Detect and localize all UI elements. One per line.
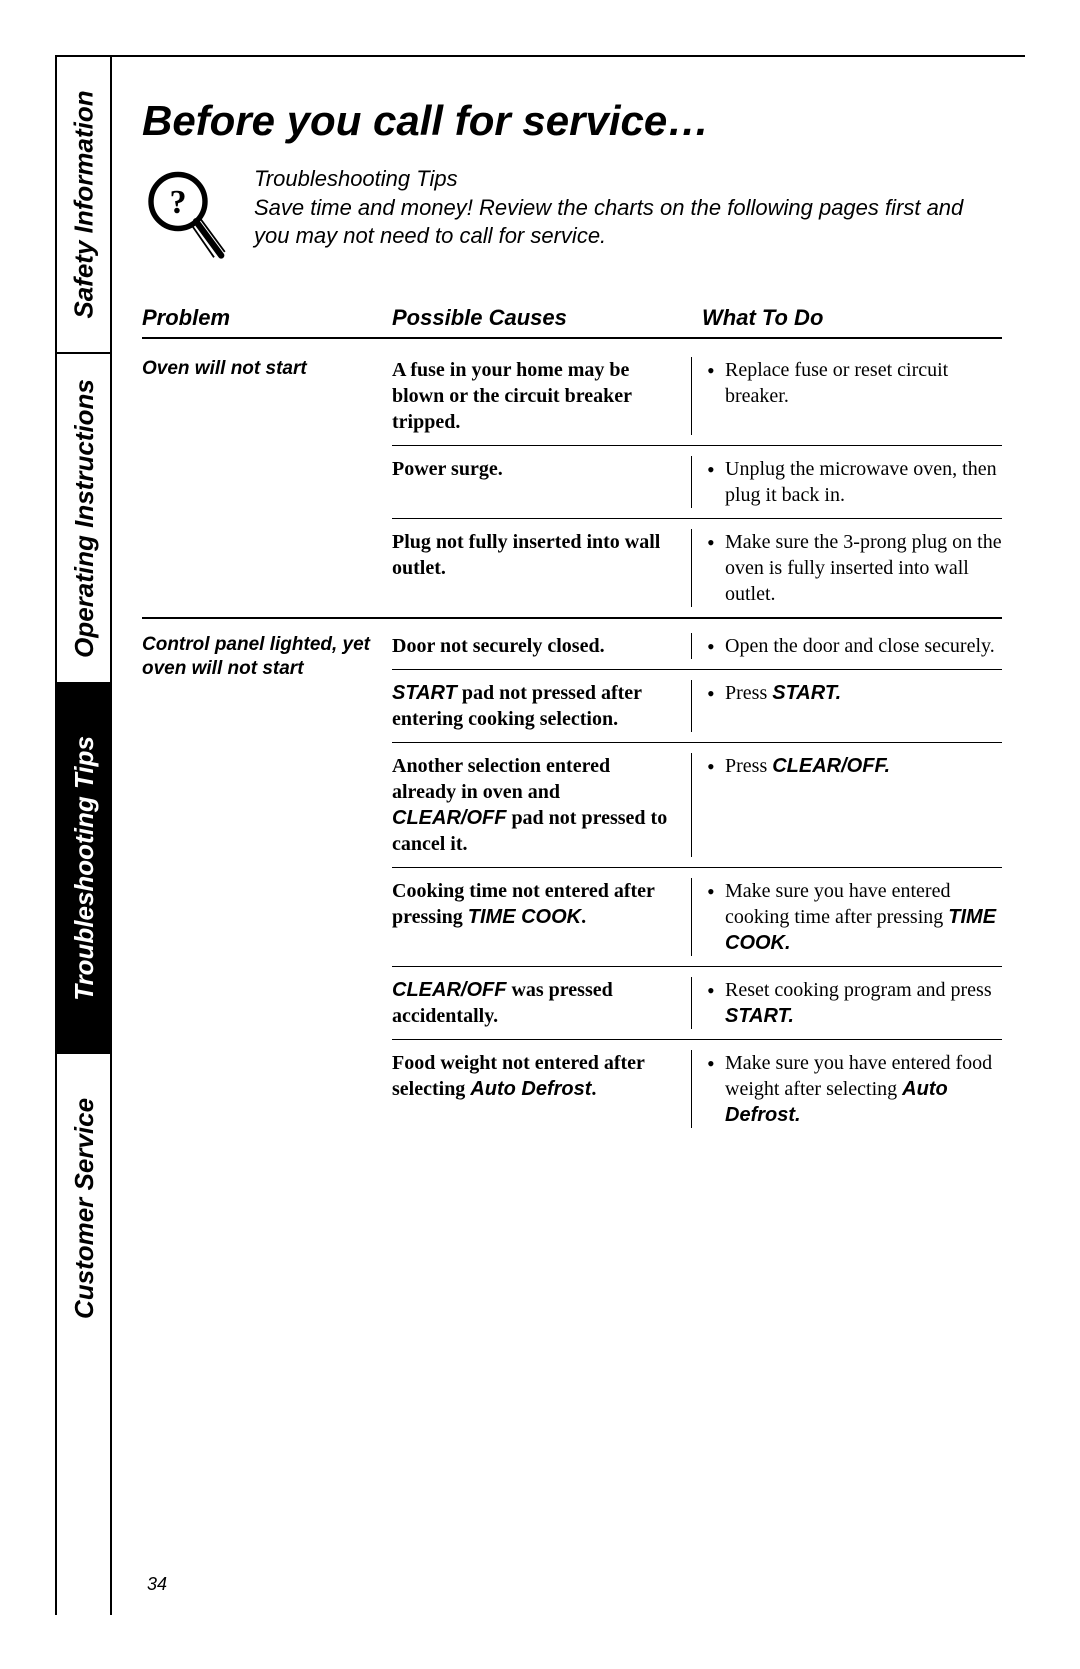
table-row: Power surge.Unplug the microwave oven, t… xyxy=(392,456,1002,519)
possible-cause: Power surge. xyxy=(392,456,692,508)
intro-heading: Troubleshooting Tips xyxy=(254,165,1002,194)
table-row: Food weight not entered after selecting … xyxy=(392,1050,1002,1138)
column-header-action: What To Do xyxy=(692,305,1002,331)
table-row: Another selection entered already in ove… xyxy=(392,753,1002,868)
table-row: CLEAR/OFF was pressed accidentally.Reset… xyxy=(392,977,1002,1040)
section-tabs-sidebar: Safety Information Operating Instruction… xyxy=(57,57,112,1615)
possible-cause: Another selection entered already in ove… xyxy=(392,753,692,857)
tab-label: Safety Information xyxy=(69,90,100,318)
possible-cause: Food weight not entered after selecting … xyxy=(392,1050,692,1128)
table-row: Door not securely closed.Open the door a… xyxy=(392,633,1002,670)
column-header-cause: Possible Causes xyxy=(392,305,692,331)
table-row: START pad not pressed after entering coo… xyxy=(392,680,1002,743)
possible-cause: A fuse in your home may be blown or the … xyxy=(392,357,692,435)
what-to-do: Make sure the 3-prong plug on the oven i… xyxy=(692,529,1002,607)
page-content: Before you call for service… ? Troublesh… xyxy=(142,97,1002,1144)
possible-cause: Cooking time not entered after pressing … xyxy=(392,878,692,956)
possible-cause: Plug not fully inserted into wall outlet… xyxy=(392,529,692,607)
svg-text:?: ? xyxy=(169,184,186,221)
what-to-do: Replace fuse or reset circuit breaker. xyxy=(692,357,1002,435)
what-to-do: Make sure you have entered food weight a… xyxy=(692,1050,1002,1128)
possible-cause: START pad not pressed after entering coo… xyxy=(392,680,692,732)
intro-text: Troubleshooting Tips Save time and money… xyxy=(254,165,1002,270)
page-title: Before you call for service… xyxy=(142,97,1002,145)
what-to-do: Unplug the microwave oven, then plug it … xyxy=(692,456,1002,508)
table-header-row: Problem Possible Causes What To Do xyxy=(142,305,1002,339)
column-header-problem: Problem xyxy=(142,305,392,331)
magnifying-glass-question-icon: ? xyxy=(142,165,232,270)
tab-operating-instructions[interactable]: Operating Instructions xyxy=(57,352,112,682)
troubleshooting-table: Problem Possible Causes What To Do Oven … xyxy=(142,305,1002,1138)
problem-label: Oven will not start xyxy=(142,357,382,381)
what-to-do: Open the door and close securely. xyxy=(692,633,1002,659)
tab-troubleshooting-tips[interactable]: Troubleshooting Tips xyxy=(57,682,112,1052)
what-to-do: Make sure you have entered cooking time … xyxy=(692,878,1002,956)
problem-label: Control panel lighted, yet oven will not… xyxy=(142,633,382,681)
problem-group: Control panel lighted, yet oven will not… xyxy=(142,625,1002,1138)
problem-group: Oven will not start A fuse in your home m… xyxy=(142,349,1002,619)
what-to-do: Press START. xyxy=(692,680,1002,732)
page-number: 34 xyxy=(147,1574,167,1595)
table-row: A fuse in your home may be blown or the … xyxy=(392,357,1002,446)
what-to-do: Press CLEAR/OFF. xyxy=(692,753,1002,857)
page-frame: Safety Information Operating Instruction… xyxy=(55,55,1025,1615)
tab-label: Operating Instructions xyxy=(69,379,100,658)
tab-label: Customer Service xyxy=(69,1097,100,1318)
possible-cause: CLEAR/OFF was pressed accidentally. xyxy=(392,977,692,1029)
intro-row: ? Troubleshooting Tips Save time and mon… xyxy=(142,165,1002,270)
what-to-do: Reset cooking program and press START. xyxy=(692,977,1002,1029)
table-row: Cooking time not entered after pressing … xyxy=(392,878,1002,967)
intro-body: Save time and money! Review the charts o… xyxy=(254,194,1002,251)
tab-safety-information[interactable]: Safety Information xyxy=(57,57,112,352)
table-row: Plug not fully inserted into wall outlet… xyxy=(392,529,1002,617)
tab-label: Troubleshooting Tips xyxy=(69,736,100,1001)
tab-customer-service[interactable]: Customer Service xyxy=(57,1052,112,1362)
possible-cause: Door not securely closed. xyxy=(392,633,692,659)
